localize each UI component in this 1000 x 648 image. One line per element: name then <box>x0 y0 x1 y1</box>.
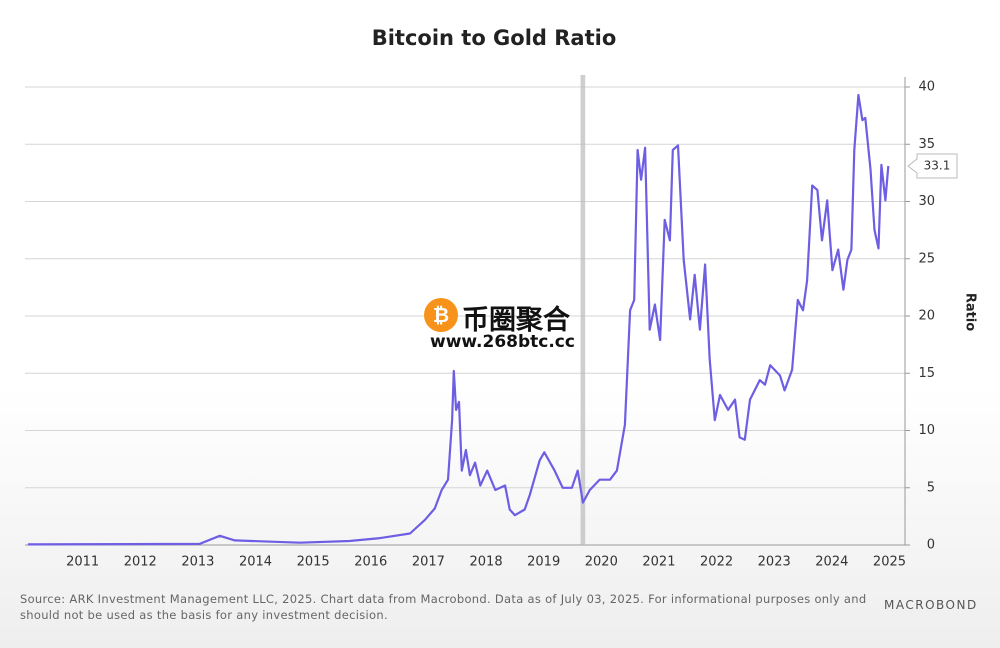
y-tick-label: 40 <box>918 80 935 95</box>
y-axis-label: Ratio <box>963 293 978 331</box>
x-tick-label: 2014 <box>239 555 272 570</box>
x-tick-label: 2016 <box>354 555 387 570</box>
y-tick-label: 0 <box>927 538 935 553</box>
x-tick-label: 2012 <box>124 555 157 570</box>
source-line: Source: ARK Investment Management LLC, 2… <box>20 592 867 606</box>
watermark-url: www.268btc.cc <box>430 332 575 352</box>
y-tick-label: 15 <box>918 366 935 381</box>
logo: MACROBOND <box>884 598 978 612</box>
source-line: should not be used as the basis for any … <box>20 608 388 622</box>
value-callout <box>907 153 958 179</box>
x-tick-label: 2013 <box>181 555 214 570</box>
y-tick-label: 5 <box>927 480 935 495</box>
value-label: 33.1 <box>924 159 951 173</box>
shaded-band <box>580 75 586 545</box>
x-tick-label: 2024 <box>815 555 848 570</box>
x-tick-label: 2015 <box>297 555 330 570</box>
y-tick-label: 25 <box>918 251 935 266</box>
x-tick-label: 2011 <box>66 555 99 570</box>
y-tick-label: 10 <box>918 423 935 438</box>
x-tick-label: 2021 <box>642 555 675 570</box>
x-tick-label: 2025 <box>873 555 906 570</box>
x-tick-label: 2018 <box>470 555 503 570</box>
chart-title: Bitcoin to Gold Ratio <box>372 26 617 50</box>
source-note: Source: ARK Investment Management LLC, 2… <box>20 591 870 623</box>
watermark-name: 币圈聚合 <box>462 305 570 336</box>
series-line <box>27 93 890 546</box>
y-tick-label: 30 <box>918 194 935 209</box>
y-tick-label: 35 <box>918 137 935 152</box>
x-tick-label: 2022 <box>700 555 733 570</box>
y-tick-label: 20 <box>918 309 935 324</box>
x-tick-label: 2020 <box>585 555 618 570</box>
watermark-icon: ₿ <box>424 298 458 332</box>
x-tick-label: 2019 <box>527 555 560 570</box>
x-tick-label: 2017 <box>412 555 445 570</box>
x-tick-label: 2023 <box>758 555 791 570</box>
